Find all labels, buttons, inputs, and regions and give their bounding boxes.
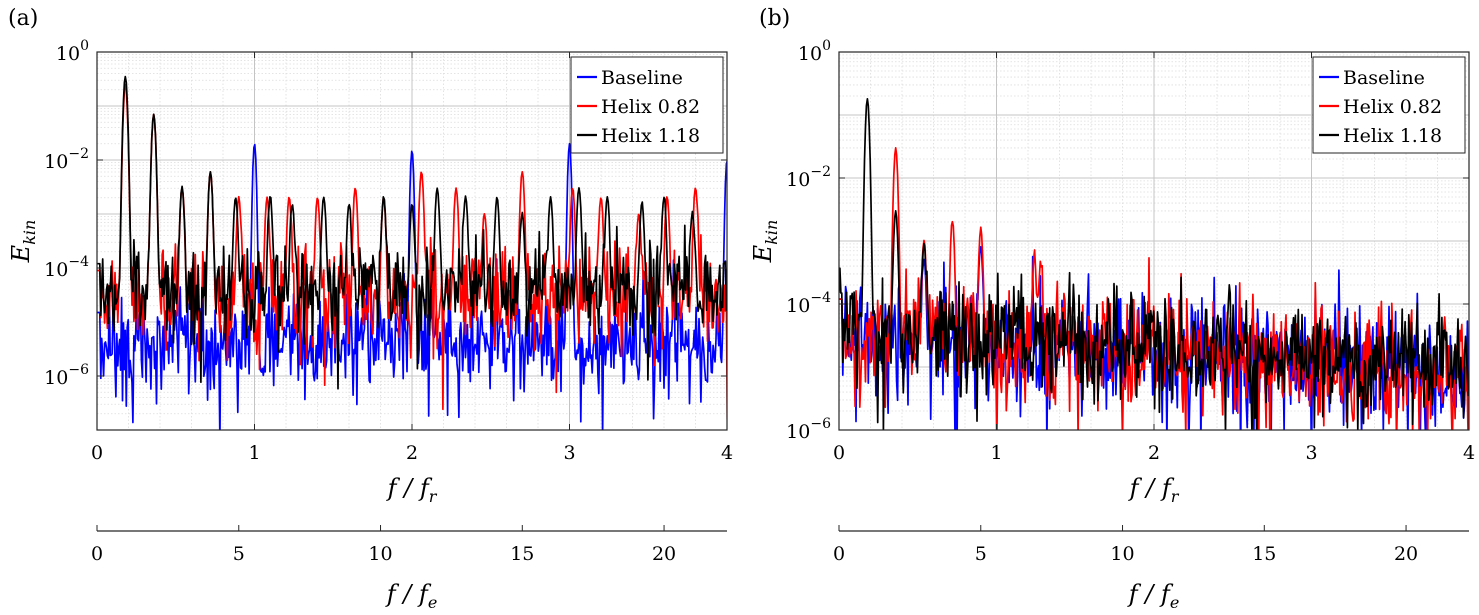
- legend-entry: Baseline: [601, 67, 683, 89]
- panel-label: (a): [8, 6, 38, 31]
- x-tick-label: 0: [91, 442, 103, 464]
- x-tick-label: 1: [248, 442, 260, 464]
- x2-tick-label: 10: [368, 543, 392, 565]
- series-line: [97, 75, 727, 390]
- x2-tick-label: 20: [1394, 543, 1418, 565]
- series-line: [839, 98, 1469, 430]
- legend: Baseline Helix 0.82 Helix 1.18: [570, 56, 724, 154]
- legend-entry: Baseline: [1343, 67, 1425, 89]
- y-tick-label: 10−6: [786, 416, 831, 443]
- y-axis-label-group: Ekin: [7, 220, 39, 264]
- legend-entry: Helix 0.82: [601, 96, 700, 118]
- x-tick-label: 4: [1463, 442, 1475, 464]
- x-tick-label: 1: [990, 442, 1002, 464]
- series-group: [97, 75, 727, 430]
- x2-tick-label: 0: [833, 543, 845, 565]
- x2-tick-label: 15: [510, 543, 534, 565]
- y-tick-label: 100: [56, 38, 89, 65]
- y-tick-label: 10−4: [44, 254, 89, 281]
- x2-axis-label: f / fe: [385, 580, 438, 612]
- x2-tick-label: 5: [975, 543, 987, 565]
- x-tick-label: 3: [1305, 442, 1317, 464]
- y-tick-label: 10−2: [786, 164, 831, 191]
- y-axis-label: Ekin: [749, 220, 781, 264]
- x-axis-label: f / fr: [1128, 474, 1180, 506]
- y-tick-label: 10−4: [786, 290, 831, 317]
- legend-entry: Helix 1.18: [1343, 125, 1442, 147]
- y-tick-label: 100: [798, 38, 831, 65]
- legend-entry: Helix 0.82: [1343, 96, 1442, 118]
- x-tick-label: 2: [406, 442, 418, 464]
- panel-b: (b) 0 1 2 3 4 f / fr 100 10−2 10−4 10−6 Ekin 0 5 10 15 2…: [749, 6, 1475, 612]
- panel-label: (b): [759, 6, 790, 31]
- x-tick-label: 4: [721, 442, 733, 464]
- x2-tick-label: 10: [1110, 543, 1134, 565]
- x-tick-label: 0: [833, 442, 845, 464]
- legend-entry: Helix 1.18: [601, 125, 700, 147]
- x-tick-label: 3: [563, 442, 575, 464]
- y-tick-label: 10−6: [44, 362, 89, 389]
- x2-tick-label: 20: [652, 543, 676, 565]
- panel-a: (a) 0 1 2 3 4 f / fr 100 10−2 10−4 10−6 Ekin 0 5 10 15 2…: [7, 6, 733, 612]
- series-group: [839, 98, 1469, 430]
- y-axis-label-group: Ekin: [749, 220, 781, 264]
- x2-tick-label: 0: [91, 543, 103, 565]
- x-axis-label: f / fr: [386, 474, 438, 506]
- x2-tick-label: 5: [233, 543, 245, 565]
- x-tick-label: 2: [1148, 442, 1160, 464]
- y-axis-label: Ekin: [7, 220, 39, 264]
- legend: Baseline Helix 0.82 Helix 1.18: [1312, 56, 1466, 154]
- y-tick-label: 10−2: [44, 146, 89, 173]
- x2-axis-label: f / fe: [1127, 580, 1180, 612]
- x2-tick-label: 15: [1252, 543, 1276, 565]
